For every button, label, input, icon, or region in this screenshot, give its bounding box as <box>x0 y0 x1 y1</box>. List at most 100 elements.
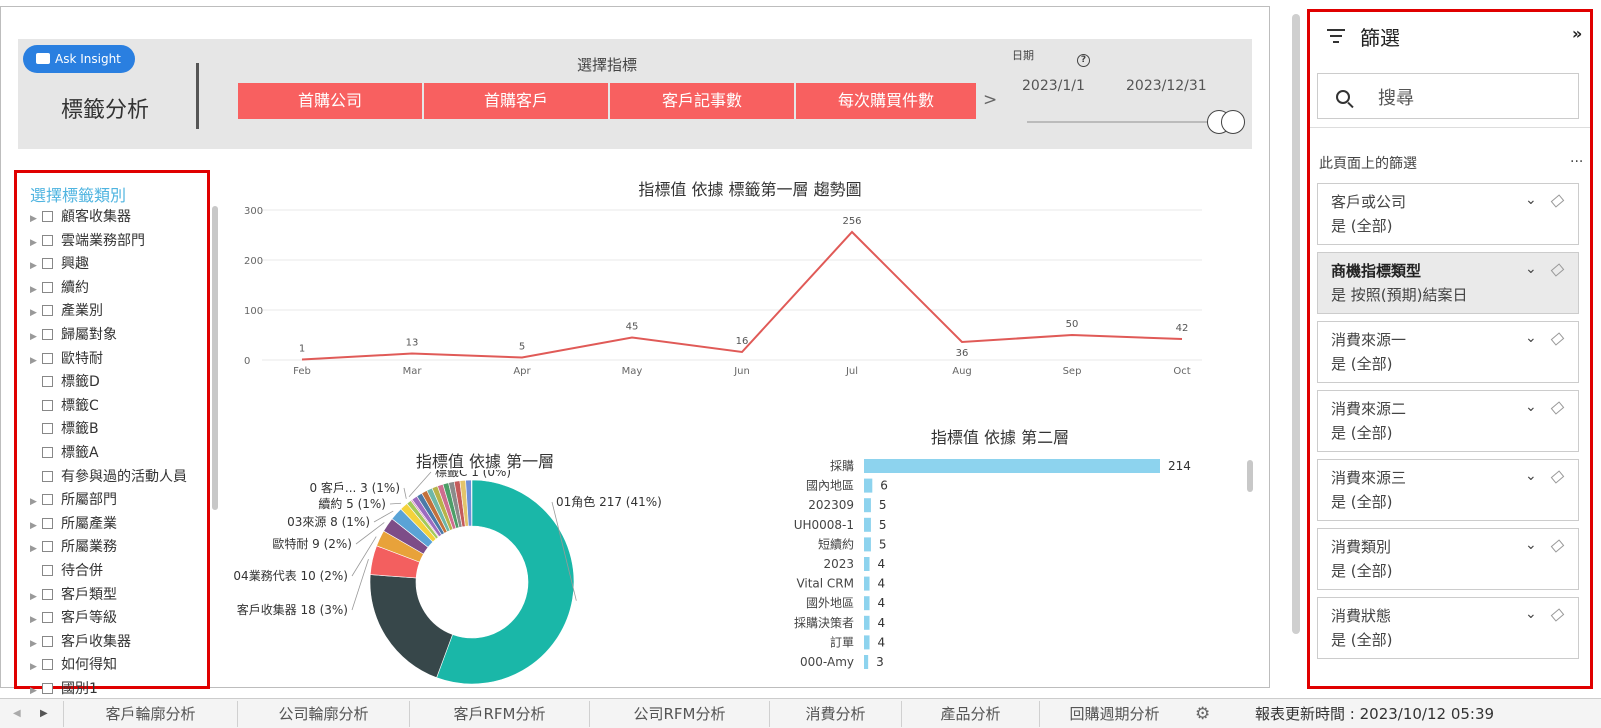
checkbox[interactable] <box>42 635 53 647</box>
chevron-right-icon[interactable]: > <box>983 90 998 110</box>
expand-arrow-icon[interactable]: ▶ <box>30 284 37 295</box>
expand-arrow-icon[interactable]: ▶ <box>30 237 37 248</box>
expand-arrow-icon[interactable]: ▶ <box>30 355 37 366</box>
tag-item[interactable]: ▶ 如何得知 <box>30 654 117 676</box>
tag-item[interactable]: ▶ 國別1 <box>30 678 98 700</box>
expand-arrow-icon[interactable]: ▶ <box>30 638 37 649</box>
next-page-icon[interactable]: ▶ <box>40 708 48 719</box>
eraser-icon[interactable] <box>1550 194 1565 208</box>
tag-item[interactable]: ▶ 產業別 <box>30 300 103 322</box>
chevron-down-icon[interactable]: ⌄ <box>1525 399 1537 415</box>
eraser-icon[interactable] <box>1550 539 1565 553</box>
bar[interactable] <box>864 596 870 611</box>
eraser-icon[interactable] <box>1550 332 1565 346</box>
chevron-down-icon[interactable]: ⌄ <box>1525 192 1537 208</box>
bar[interactable] <box>864 459 1160 473</box>
tag-item[interactable]: ▶ 興趣 <box>30 253 89 275</box>
expand-arrow-icon[interactable]: ▶ <box>30 615 37 626</box>
tag-item[interactable]: ▶ 雲端業務部門 <box>30 230 145 252</box>
filter-search-input[interactable] <box>1317 73 1579 119</box>
expand-arrow-icon[interactable]: ▶ <box>30 520 37 531</box>
filter-card[interactable]: 消費狀態是 (全部) ⌄ <box>1317 597 1579 659</box>
tag-item[interactable]: 有參與過的活動人員 <box>30 466 187 488</box>
checkbox[interactable] <box>42 423 53 435</box>
tag-item[interactable]: ▶ 所屬業務 <box>30 536 117 558</box>
checkbox[interactable] <box>42 588 53 600</box>
bar[interactable] <box>864 557 870 571</box>
tag-item[interactable]: ▶ 所屬部門 <box>30 489 117 511</box>
expand-arrow-icon[interactable]: ▶ <box>30 591 37 602</box>
checkbox[interactable] <box>42 399 53 411</box>
tag-item[interactable]: 標籤A <box>30 442 99 464</box>
checkbox[interactable] <box>42 258 53 270</box>
filter-card[interactable]: 商機指標類型是 按照(預期)結案日 ⌄ <box>1317 252 1579 314</box>
tab-company-rfm[interactable]: 公司RFM分析 <box>589 701 769 727</box>
bar[interactable] <box>864 537 871 552</box>
metric-tab-first-company[interactable]: 首購公司 <box>238 83 422 119</box>
bar[interactable] <box>864 498 871 513</box>
filter-card[interactable]: 消費來源三是 (全部) ⌄ <box>1317 459 1579 521</box>
metric-tab-customer-notes[interactable]: 客戶記事數 <box>610 83 794 119</box>
bar-chart-scrollbar[interactable] <box>1247 460 1253 492</box>
checkbox[interactable] <box>42 234 53 246</box>
metric-tab-first-customer[interactable]: 首購客戶 <box>424 83 608 119</box>
filter-card[interactable]: 消費來源一是 (全部) ⌄ <box>1317 321 1579 383</box>
expand-arrow-icon[interactable]: ▶ <box>30 261 37 272</box>
chevron-down-icon[interactable]: ⌄ <box>1525 330 1537 346</box>
checkbox[interactable] <box>42 447 53 458</box>
checkbox[interactable] <box>42 329 53 340</box>
checkbox[interactable] <box>42 565 53 576</box>
tab-repurchase-cycle[interactable]: 回購週期分析 <box>1039 701 1189 727</box>
bar[interactable] <box>864 655 869 669</box>
bar[interactable] <box>864 478 873 493</box>
date-slider-end-handle[interactable] <box>1221 110 1245 134</box>
checkbox[interactable] <box>42 494 53 506</box>
checkbox[interactable] <box>42 517 53 529</box>
filter-card[interactable]: 客戶或公司是 (全部) ⌄ <box>1317 183 1579 245</box>
date-start-input[interactable]: 2023/1/1 <box>1022 78 1085 94</box>
tab-customer-rfm[interactable]: 客戶RFM分析 <box>409 701 589 727</box>
chevron-down-icon[interactable]: ⌄ <box>1525 468 1537 484</box>
expand-arrow-icon[interactable]: ▶ <box>30 214 37 224</box>
expand-arrow-icon[interactable]: ▶ <box>30 332 37 342</box>
collapse-pane-icon[interactable]: » <box>1572 24 1583 43</box>
filter-card[interactable]: 消費類別是 (全部) ⌄ <box>1317 528 1579 590</box>
checkbox[interactable] <box>42 541 53 553</box>
expand-arrow-icon[interactable]: ▶ <box>30 686 37 696</box>
eraser-icon[interactable] <box>1550 608 1565 622</box>
tag-item[interactable]: ▶ 顧客收集器 <box>30 206 131 228</box>
tag-item[interactable]: ▶ 續約 <box>30 277 89 299</box>
checkbox[interactable] <box>42 470 53 482</box>
tag-item[interactable]: ▶ 歐特耐 <box>30 348 103 370</box>
gear-icon[interactable]: ⚙ <box>1195 704 1211 724</box>
chevron-down-icon[interactable]: ⌄ <box>1525 537 1537 553</box>
date-end-input[interactable]: 2023/12/31 <box>1126 78 1207 94</box>
eraser-icon[interactable] <box>1550 470 1565 484</box>
bar[interactable] <box>864 615 870 630</box>
tag-item[interactable]: 標籤C <box>30 395 99 417</box>
tab-product[interactable]: 產品分析 <box>901 701 1039 727</box>
tag-item[interactable]: 標籤D <box>30 371 100 393</box>
pie-slice[interactable] <box>369 574 453 679</box>
expand-arrow-icon[interactable]: ▶ <box>30 662 37 673</box>
tag-item[interactable]: ▶ 歸屬對象 <box>30 324 117 346</box>
checkbox[interactable] <box>42 376 53 388</box>
bar[interactable] <box>864 576 870 591</box>
eraser-icon[interactable] <box>1550 401 1565 415</box>
checkbox[interactable] <box>42 612 53 624</box>
ask-insight-button[interactable]: Ask Insight <box>23 45 135 73</box>
tag-item[interactable]: ▶ 客戶等級 <box>30 607 117 629</box>
previous-page-icon[interactable]: ◀ <box>13 708 21 719</box>
tag-item[interactable]: ▶ 客戶類型 <box>30 584 117 606</box>
tag-item[interactable]: 標籤B <box>30 418 99 440</box>
expand-arrow-icon[interactable]: ▶ <box>30 497 37 508</box>
chevron-down-icon[interactable]: ⌄ <box>1525 261 1537 277</box>
tag-item[interactable]: 待合併 <box>30 560 103 582</box>
checkbox[interactable] <box>42 305 53 317</box>
tab-company-profile[interactable]: 公司輪廓分析 <box>237 701 409 727</box>
more-options-icon[interactable]: ... <box>1570 150 1584 166</box>
date-slider-track[interactable] <box>1027 121 1221 123</box>
checkbox[interactable] <box>42 683 53 694</box>
tab-consumption[interactable]: 消費分析 <box>769 701 901 727</box>
tab-customer-profile[interactable]: 客戶輪廓分析 <box>63 701 237 727</box>
